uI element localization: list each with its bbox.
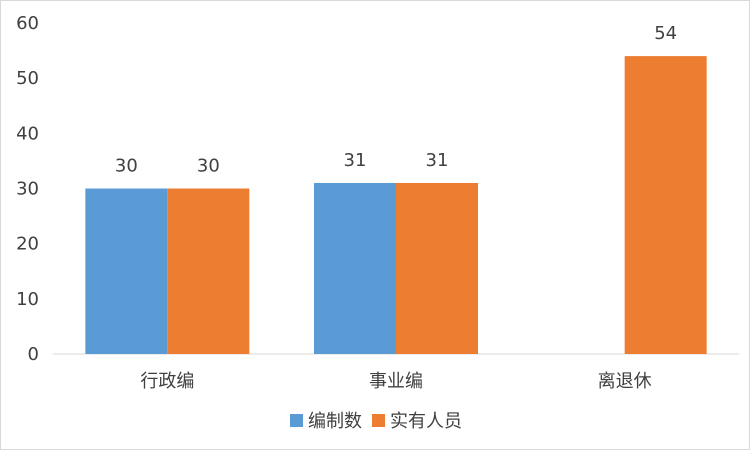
y-tick-label: 50 [16, 68, 39, 89]
data-label: 30 [197, 156, 220, 177]
y-axis-ticks: 0 10 20 30 40 50 60 [16, 13, 39, 365]
category-labels-group: 行政编 事业编 离退休 [140, 371, 651, 392]
bars-group [85, 56, 707, 354]
x-category-label: 事业编 [369, 371, 423, 392]
x-category-label: 离退休 [598, 371, 652, 392]
y-tick-label: 0 [28, 344, 39, 365]
y-tick-label: 60 [16, 13, 39, 34]
data-label: 31 [426, 150, 449, 171]
data-label: 30 [115, 156, 138, 177]
bar [314, 182, 396, 354]
x-category-label: 行政编 [140, 371, 194, 392]
legend: 编制数 实有人员 [290, 411, 462, 432]
legend-label: 实有人员 [390, 411, 462, 432]
bar [396, 182, 478, 354]
y-tick-label: 30 [16, 179, 39, 200]
legend-swatch [372, 414, 385, 427]
legend-swatch [290, 414, 303, 427]
bar [85, 188, 168, 354]
legend-label: 编制数 [308, 411, 362, 432]
data-label: 31 [344, 150, 367, 171]
data-labels-group: 30 30 31 31 54 [115, 23, 677, 176]
bar [167, 188, 250, 354]
y-tick-label: 10 [16, 289, 39, 310]
y-tick-label: 20 [16, 234, 39, 255]
bar [624, 56, 707, 354]
data-label: 54 [654, 23, 677, 44]
y-tick-label: 40 [16, 123, 39, 144]
